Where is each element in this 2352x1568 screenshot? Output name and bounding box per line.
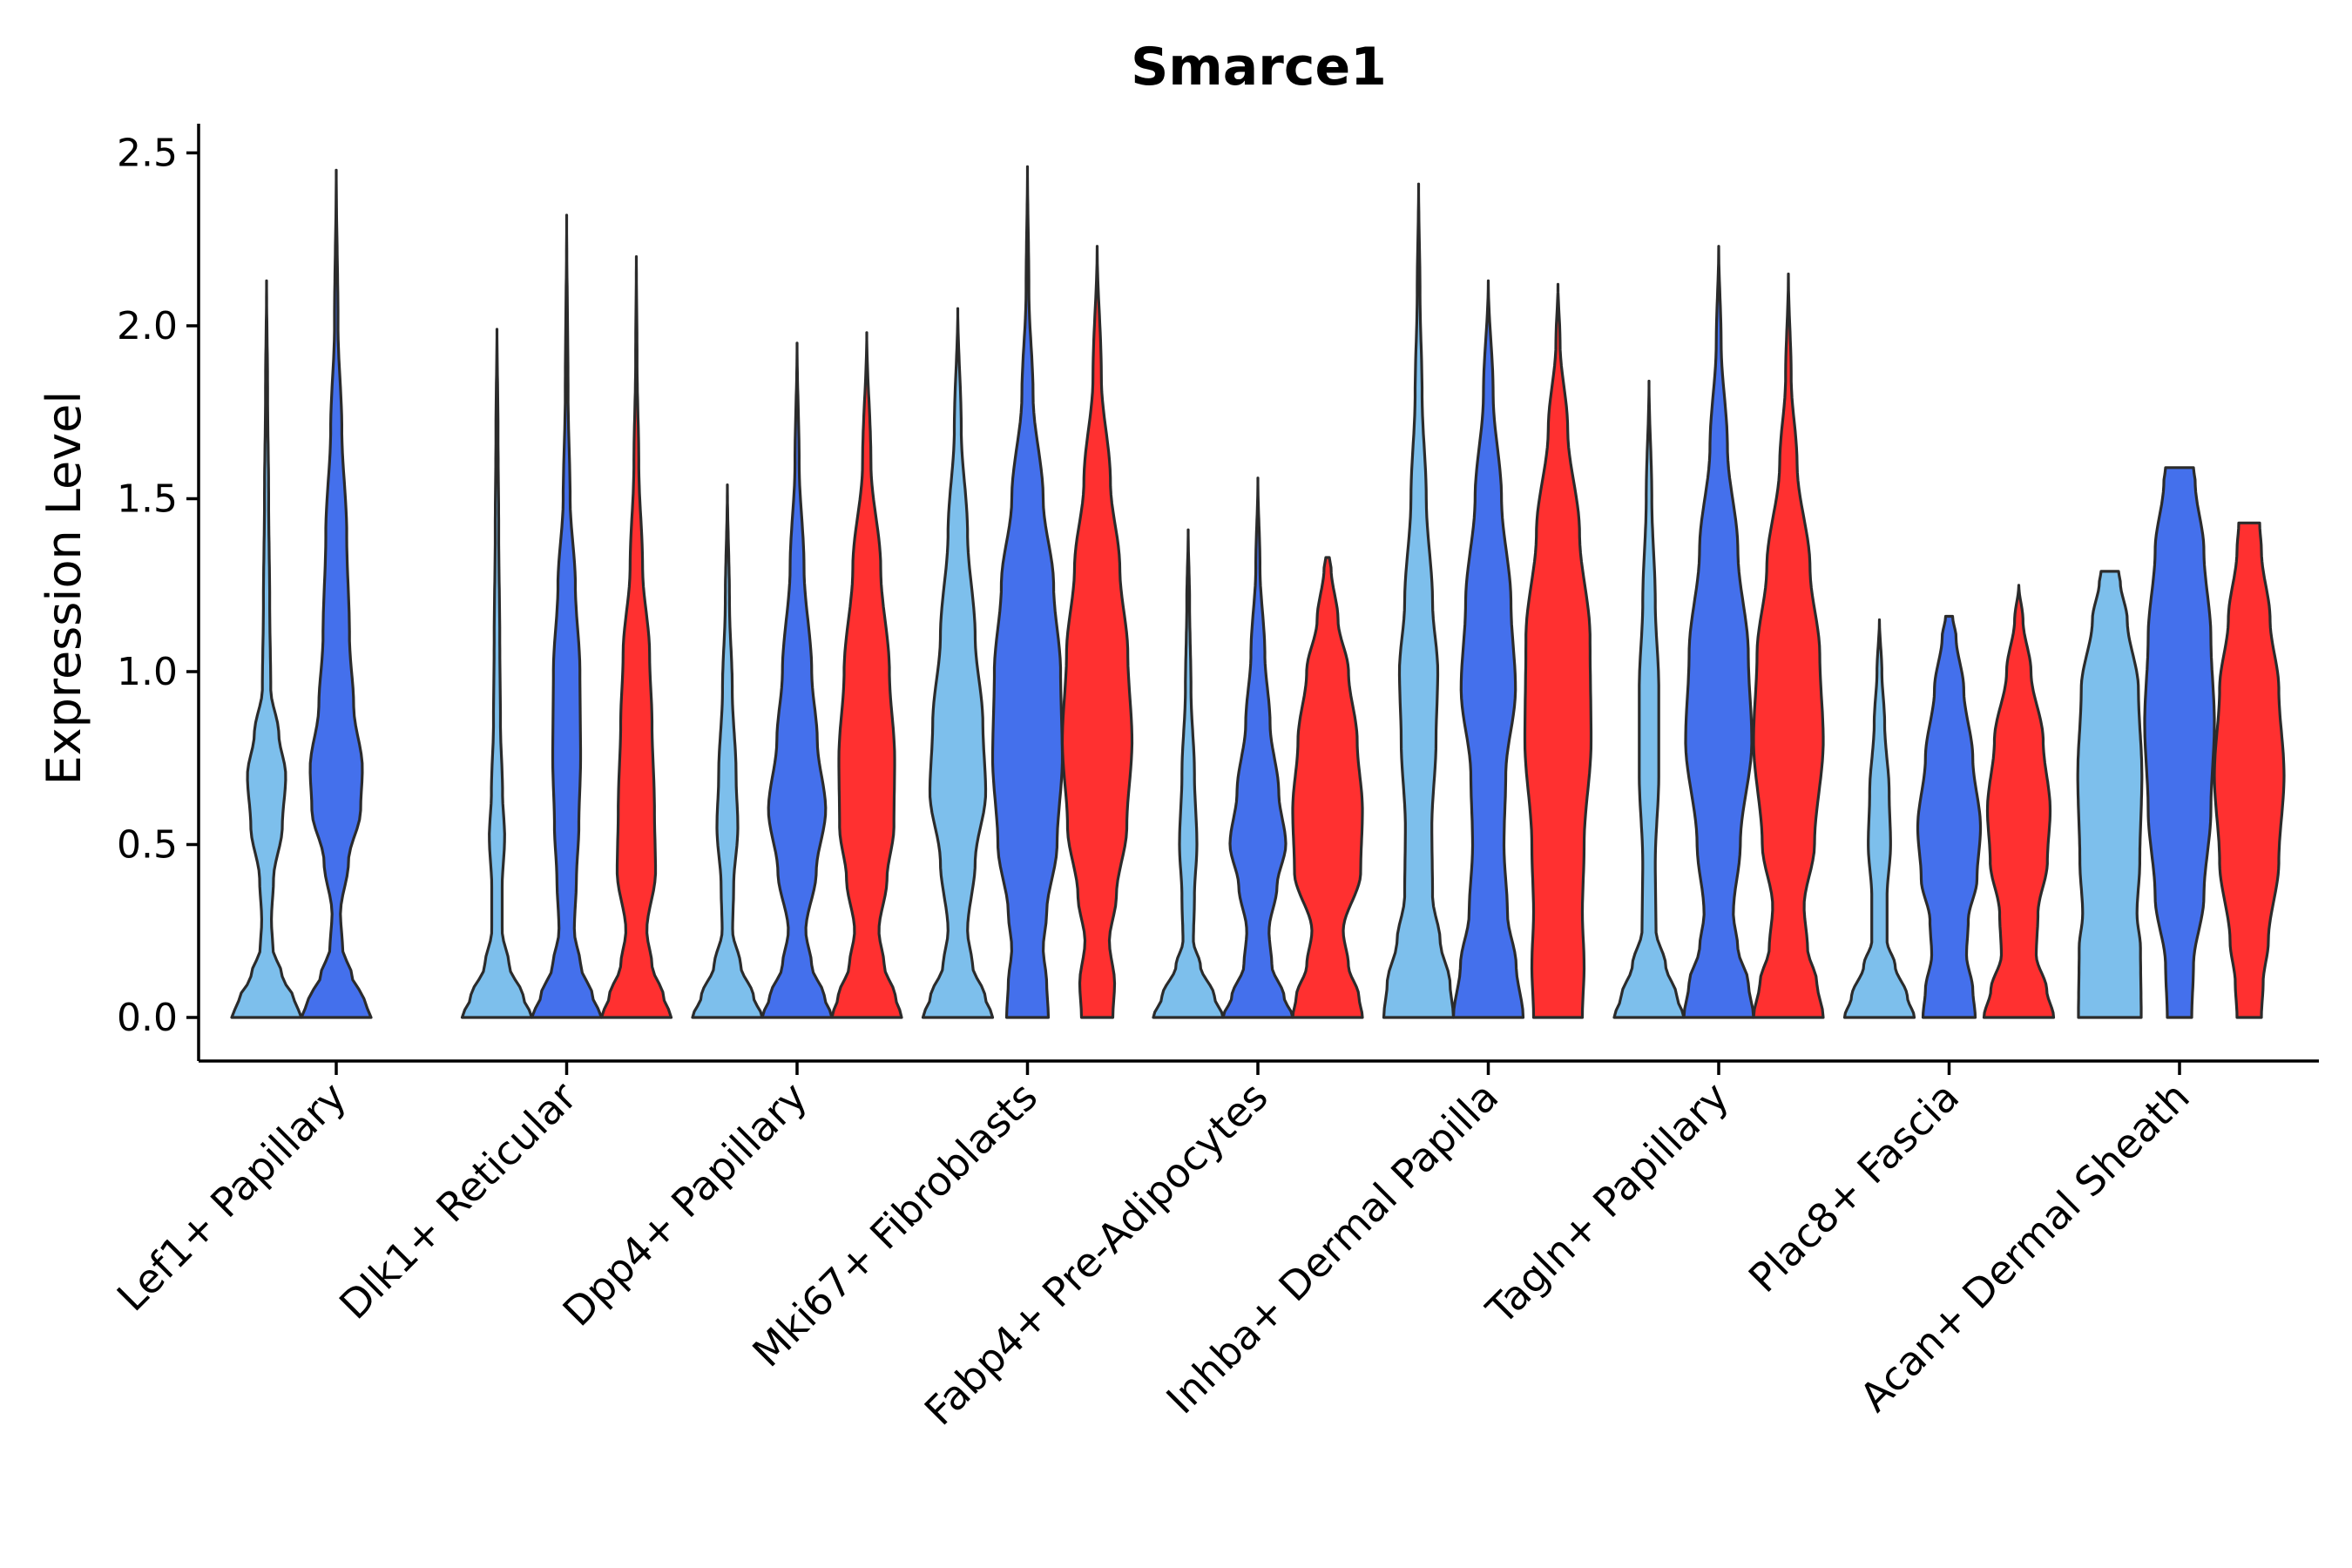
- x-tick-label: Tagln+ Papillary: [1477, 1073, 1738, 1335]
- x-tick-label: Plac8+ Fascia: [1740, 1073, 1968, 1301]
- violin-acan-dermal-sheath-group2: [2143, 466, 2216, 1019]
- y-tick-label: 0.0: [117, 996, 178, 1040]
- violin-fabp4-pre-adipocytes-group2: [1221, 476, 1294, 1019]
- violin-dpp4-papillary-group2: [760, 341, 834, 1019]
- violin-fabp4-pre-adipocytes-group3: [1291, 556, 1364, 1019]
- violin-mki67-fibroblasts-group1: [921, 307, 995, 1019]
- y-axis-label: Expression Level: [37, 391, 91, 786]
- violin-dpp4-papillary-group1: [691, 483, 764, 1019]
- violin-acan-dermal-sheath-group1: [2076, 570, 2144, 1019]
- violin-plac8-fascia-group2: [1916, 614, 1983, 1019]
- violin-plac8-fascia-group3: [1982, 584, 2056, 1019]
- violin-inhba-dermal-papilla-group1: [1382, 182, 1456, 1019]
- violin-mki67-fibroblasts-group3: [1060, 245, 1134, 1019]
- violin-fabp4-pre-adipocytes-group1: [1152, 528, 1225, 1019]
- violin-dlk1-reticular-group2: [530, 213, 604, 1019]
- violin-plac8-fascia-group1: [1842, 618, 1916, 1019]
- y-tick-label: 0.5: [117, 823, 178, 868]
- x-tick-label: Dlk1+ Reticular: [330, 1073, 585, 1328]
- plot-area: [230, 165, 2286, 1019]
- violin-inhba-dermal-papilla-group3: [1523, 282, 1593, 1019]
- x-tick-label: Dpp4+ Papillary: [554, 1073, 816, 1335]
- y-tick-label: 2.5: [117, 132, 178, 176]
- x-tick-label: Lef1+ Papillary: [108, 1073, 355, 1321]
- y-tick-label: 1.5: [117, 477, 178, 522]
- chart-title: Smarce1: [1131, 37, 1387, 98]
- y-tick-label: 2.0: [117, 304, 178, 348]
- y-tick-label: 1.0: [117, 650, 178, 694]
- violin-tagln-papillary-group2: [1682, 245, 1755, 1019]
- violin-dpp4-papillary-group3: [830, 331, 903, 1019]
- violin-tagln-papillary-group3: [1752, 272, 1825, 1019]
- violin-lef1-papillary-group2: [300, 168, 373, 1019]
- violin-tagln-papillary-group1: [1612, 379, 1686, 1019]
- violin-acan-dermal-sheath-group3: [2213, 521, 2286, 1019]
- violin-mki67-fibroblasts-group2: [990, 165, 1064, 1019]
- violin-lef1-papillary-group1: [230, 279, 303, 1019]
- violin-dlk1-reticular-group1: [460, 328, 534, 1019]
- y-ticks: 0.0 0.5 1.0 1.5 2.0 2.5: [117, 132, 199, 1040]
- violin-inhba-dermal-papilla-group2: [1451, 279, 1525, 1019]
- violin-dlk1-reticular-group3: [599, 255, 673, 1019]
